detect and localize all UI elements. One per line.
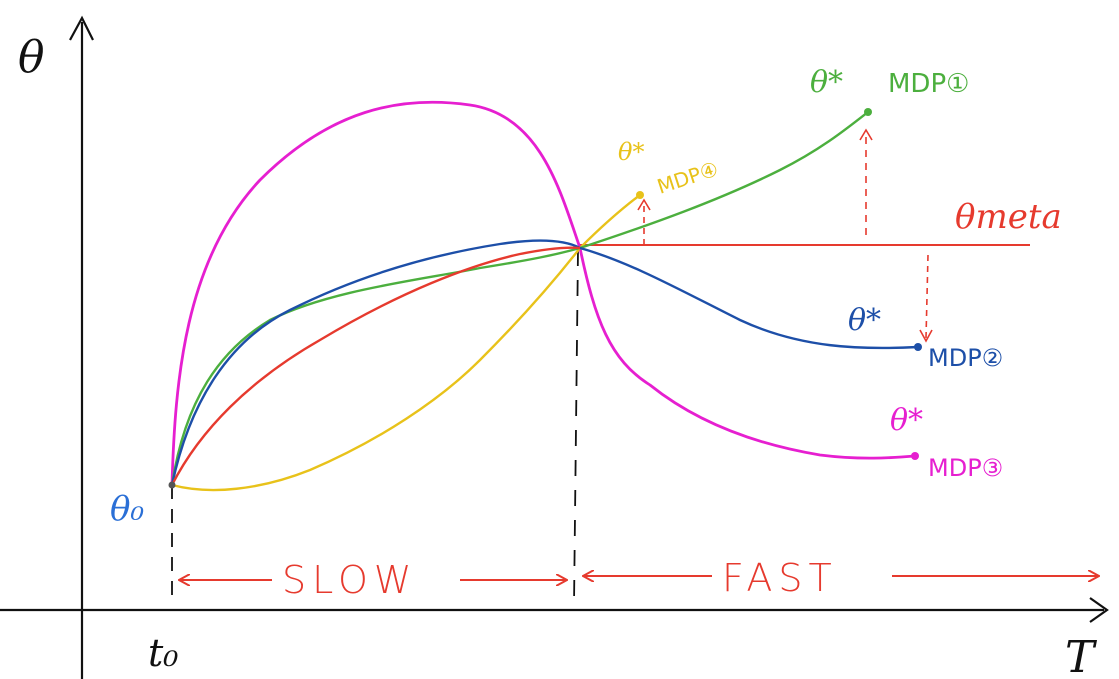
y-axis-label: θ xyxy=(18,32,45,83)
curve-mdp2 xyxy=(170,239,919,486)
slow-label: SLOW xyxy=(282,558,417,602)
mdp1-label: MDP① xyxy=(888,69,969,99)
mdp2-endpoint xyxy=(914,343,922,351)
mdp4-label: MDP④ xyxy=(654,157,721,199)
switch-dashed-line xyxy=(573,249,579,606)
start-time-label: t₀ xyxy=(148,631,179,675)
region-arrows xyxy=(180,576,1098,580)
mdp3-label: MDP③ xyxy=(928,454,1003,482)
y-axis-arrow xyxy=(69,15,94,41)
mdp1-endpoint xyxy=(864,108,872,116)
arrow-to-mdp2 xyxy=(925,254,929,339)
curve-mdp3 xyxy=(170,100,916,486)
start-point-label: θ₀ xyxy=(110,489,144,529)
start-point-dot xyxy=(168,481,176,489)
mdp3-theta-label: θ* xyxy=(890,403,923,438)
mdp1-theta-label: θ* xyxy=(810,65,843,100)
mdp2-theta-label: θ* xyxy=(848,303,881,338)
curve-meta-slow xyxy=(170,246,581,486)
axes xyxy=(0,15,1109,679)
fast-label: FAST xyxy=(722,556,838,600)
mdp4-endpoint xyxy=(636,191,644,199)
mdp4-theta-label: θ* xyxy=(618,138,644,166)
mdp3-endpoint xyxy=(911,452,919,460)
curve-mdp1 xyxy=(170,111,869,486)
adaptation-arrows xyxy=(637,128,933,343)
curve-mdp4 xyxy=(171,194,641,492)
x-axis-label: T xyxy=(1065,632,1098,679)
x-axis-arrow xyxy=(1089,597,1109,623)
mdp2-label: MDP② xyxy=(928,344,1003,372)
meta-label: θmeta xyxy=(955,197,1062,237)
